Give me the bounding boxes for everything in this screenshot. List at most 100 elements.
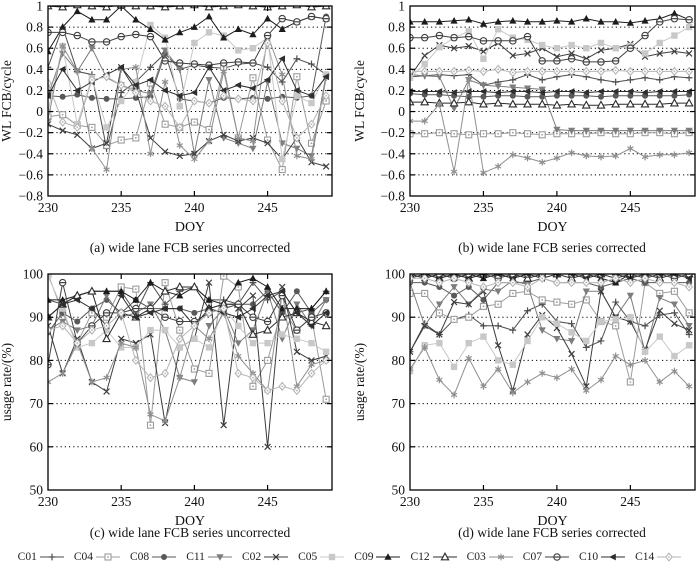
svg-text:235: 235: [111, 200, 132, 215]
svg-text:70: 70: [392, 396, 406, 411]
diamond-dot-legend-icon: [656, 551, 682, 563]
triangle-open-legend-icon: [432, 551, 458, 563]
svg-text:235: 235: [111, 494, 132, 509]
svg-text:0.6: 0.6: [26, 41, 43, 56]
svg-text:240: 240: [184, 494, 205, 509]
chart-a-canvas: 230 235 240 245 1 0.8 0.6 0.4 0.2 0 −0.2 −0.4 −0.6 −0…: [0, 0, 333, 235]
svg-text:0.2: 0.2: [388, 83, 405, 98]
circle-filled-legend-icon: [151, 551, 177, 563]
svg-text:−0.2: −0.2: [381, 125, 406, 140]
svg-text:235: 235: [473, 494, 494, 509]
subplot-c: 230 235 240 245 100 90 80 70 60 50 DOY usage rate/(…: [0, 262, 350, 545]
svg-text:1: 1: [36, 0, 43, 14]
svg-text:245: 245: [257, 200, 278, 215]
svg-text:WL FCB/cycle: WL FCB/cycle: [352, 60, 367, 142]
legend-item-c11: C11: [186, 551, 233, 563]
svg-text:0.4: 0.4: [26, 62, 43, 77]
svg-text:DOY: DOY: [537, 514, 567, 529]
circle-dash-legend-icon: [544, 551, 570, 563]
svg-text:0.8: 0.8: [26, 20, 43, 35]
plus-legend-icon: [39, 551, 65, 563]
svg-text:100: 100: [385, 267, 406, 282]
legend-label: C07: [522, 551, 542, 563]
series-legend: C01 C04 C08 C11 C02 C05 C09 C12 C03 C07 C10 C14: [0, 545, 700, 569]
legend-label: C05: [298, 551, 318, 563]
svg-text:usage rate/(%): usage rate/(%): [0, 343, 14, 421]
legend-label: C09: [354, 551, 374, 563]
legend-item-c12: C12: [410, 551, 457, 563]
legend-label: C14: [635, 551, 655, 563]
svg-text:240: 240: [184, 200, 205, 215]
svg-text:0: 0: [398, 104, 405, 119]
svg-text:50: 50: [392, 483, 406, 498]
svg-text:60: 60: [392, 439, 406, 454]
svg-text:245: 245: [257, 494, 278, 509]
svg-text:−0.2: −0.2: [19, 125, 44, 140]
svg-text:0: 0: [36, 104, 43, 119]
svg-text:90: 90: [392, 310, 406, 325]
cross-legend-icon: [263, 551, 289, 563]
chart-b-canvas: 230 235 240 245 1 0.8 0.6 0.4 0.2 0 −0.2 −0.4 −0.6 −0…: [352, 0, 696, 235]
legend-item-c09: C09: [354, 551, 401, 563]
svg-text:−0.6: −0.6: [19, 167, 44, 182]
svg-text:70: 70: [30, 396, 44, 411]
subplot-a: 230 235 240 245 1 0.8 0.6 0.4 0.2 0 −0.2 −0.4 −0.6 −0…: [0, 0, 350, 262]
svg-text:90: 90: [30, 310, 44, 325]
svg-text:usage rate/(%): usage rate/(%): [352, 343, 367, 421]
legend-item-c03: C03: [467, 551, 514, 563]
legend-label: C11: [186, 551, 205, 563]
legend-label: C04: [73, 551, 94, 563]
svg-text:80: 80: [392, 353, 406, 368]
svg-text:230: 230: [38, 494, 59, 509]
svg-text:−0.6: −0.6: [381, 167, 406, 182]
svg-text:240: 240: [547, 494, 568, 509]
square-open-dot-legend-icon: [95, 551, 121, 563]
chart-c-canvas: 230 235 240 245 100 90 80 70 60 50 DOY usage rate/(…: [0, 267, 333, 529]
svg-text:WL FCB/cycle: WL FCB/cycle: [0, 60, 14, 142]
subplot-d: 230 235 240 245 100 90 80 70 60 50 DOY usage rate/(…: [350, 262, 700, 545]
svg-text:−0.4: −0.4: [19, 146, 44, 161]
svg-text:DOY: DOY: [175, 514, 205, 529]
square-filled-legend-icon: [319, 551, 345, 563]
legend-label: C03: [466, 551, 486, 563]
chart-d-canvas: 230 235 240 245 100 90 80 70 60 50 DOY usage rate/(…: [352, 267, 696, 529]
svg-text:0.2: 0.2: [26, 83, 43, 98]
svg-text:DOY: DOY: [537, 220, 567, 235]
triangle-up-filled-legend-icon: [375, 551, 401, 563]
legend-item-c14: C14: [635, 551, 682, 563]
svg-text:−0.8: −0.8: [19, 189, 44, 204]
svg-text:60: 60: [30, 439, 44, 454]
svg-text:−0.8: −0.8: [381, 189, 406, 204]
legend-label: C02: [241, 551, 262, 563]
legend-item-c10: C10: [579, 551, 626, 563]
svg-text:1: 1: [398, 0, 405, 14]
legend-label: C08: [130, 551, 150, 563]
triangle-left-filled-legend-icon: [600, 551, 626, 563]
caption-b: (b) wide lane FCB series corrected: [458, 240, 646, 255]
subplot-b: 230 235 240 245 1 0.8 0.6 0.4 0.2 0 −0.2 −0.4 −0.6 −0…: [350, 0, 700, 262]
svg-text:245: 245: [620, 200, 641, 215]
svg-text:245: 245: [620, 494, 641, 509]
svg-text:235: 235: [473, 200, 494, 215]
svg-text:230: 230: [400, 200, 421, 215]
legend-item-c01: C01: [18, 551, 65, 563]
legend-label: C01: [17, 551, 37, 563]
svg-text:DOY: DOY: [175, 220, 205, 235]
legend-item-c05: C05: [298, 551, 345, 563]
asterisk-legend-icon: [488, 551, 514, 563]
caption-a: (a) wide lane FCB series uncorrected: [89, 240, 291, 255]
legend-label: C10: [578, 551, 599, 563]
caption-c: (c) wide lane FCB series uncorrected: [89, 525, 291, 540]
triangle-down-filled-legend-icon: [207, 551, 233, 563]
caption-d: (d) wide lane FCB series corrected: [458, 525, 646, 540]
svg-text:0.4: 0.4: [388, 62, 405, 77]
svg-text:0.6: 0.6: [388, 41, 405, 56]
svg-text:50: 50: [30, 483, 44, 498]
legend-item-c02: C02: [242, 551, 289, 563]
svg-text:−0.4: −0.4: [381, 146, 406, 161]
legend-item-c04: C04: [74, 551, 121, 563]
svg-text:100: 100: [23, 267, 44, 282]
svg-text:230: 230: [400, 494, 421, 509]
svg-text:230: 230: [38, 200, 59, 215]
